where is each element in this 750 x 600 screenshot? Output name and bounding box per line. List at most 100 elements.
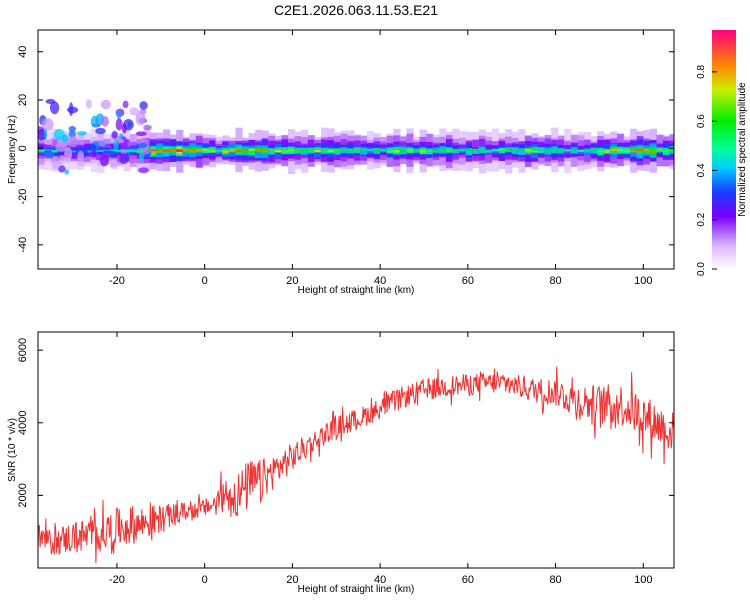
heatmap-cell — [419, 150, 427, 153]
heatmap-cell — [44, 148, 52, 151]
bottom-x-tick-label: 100 — [634, 574, 652, 586]
colorbar-gradient — [712, 30, 736, 269]
heatmap-cells — [38, 99, 674, 175]
top-x-tick-label: 80 — [549, 275, 561, 287]
heatmap-cell — [505, 148, 513, 151]
heatmap-blob — [127, 154, 138, 164]
top-x-tick-label: 60 — [462, 275, 474, 287]
heatmap-cell — [380, 149, 388, 152]
colorbar-tick-label: 0.2 — [696, 212, 707, 226]
top-x-tick-label: 0 — [202, 275, 208, 287]
heatmap-blob — [143, 124, 152, 130]
heatmap-blob — [68, 125, 77, 133]
heatmap-cell — [511, 149, 519, 151]
heatmap-cell — [531, 150, 539, 153]
heatmap-cell — [643, 149, 651, 152]
heatmap-cell — [393, 150, 401, 153]
heatmap-blob — [138, 152, 144, 162]
heatmap-cell — [367, 149, 375, 151]
heatmap-cell — [215, 149, 223, 152]
heatmap-blob — [64, 147, 73, 161]
heatmap-blob — [139, 101, 148, 110]
heatmap-cell — [649, 150, 658, 153]
heatmap-blob — [77, 131, 87, 136]
heatmap-cell — [557, 150, 565, 153]
heatmap-blob — [129, 107, 140, 116]
heatmap-cell — [452, 149, 460, 152]
heatmap-blob — [44, 151, 55, 159]
top-x-tick-label: 40 — [374, 275, 386, 287]
bottom-x-tick-label: -20 — [109, 574, 125, 586]
heatmap-cell — [492, 149, 500, 152]
top-y-tick-label: 0 — [17, 145, 29, 151]
heatmap-cell — [426, 150, 434, 153]
heatmap-blob — [113, 139, 119, 152]
heatmap-cell — [274, 150, 283, 153]
heatmap-cell — [577, 149, 585, 152]
heatmap-cell — [110, 149, 118, 152]
heatmap-cell — [334, 149, 342, 152]
heatmap-cell — [524, 149, 533, 152]
colorbar-tick-label: 0.8 — [696, 64, 707, 78]
heatmap-cell — [551, 150, 559, 153]
heatmap-blob — [122, 100, 129, 109]
heatmap-cell — [242, 148, 250, 155]
bottom-y-tick-label: 2000 — [17, 483, 29, 507]
heatmap-cell — [538, 150, 546, 153]
heatmap-cell — [314, 149, 322, 153]
heatmap-blob — [127, 121, 132, 129]
heatmap-cell — [564, 149, 572, 152]
bottom-plot-frame — [37, 331, 675, 569]
chart-title: C2E1.2026.063.11.53.E21 — [274, 2, 438, 18]
heatmap-cell — [84, 150, 92, 153]
heatmap-cell — [117, 149, 125, 152]
heatmap-cell — [459, 149, 467, 151]
heatmap-cell — [149, 149, 157, 152]
bottom-x-tick-label: 0 — [202, 574, 208, 586]
heatmap-blob — [51, 155, 61, 169]
heatmap-blob — [101, 116, 109, 127]
heatmap-cell — [136, 150, 144, 153]
heatmap-cell — [669, 150, 674, 153]
heatmap-blob — [66, 106, 79, 114]
heatmap-cell — [314, 147, 322, 153]
colorbar-label: Normalized spectral amplitude — [737, 82, 748, 217]
top-y-tick-label: -40 — [17, 237, 29, 253]
heatmap-cell — [623, 150, 631, 152]
heatmap-cell — [656, 149, 664, 152]
top-x-axis-label: Height of straight line (km) — [298, 285, 415, 296]
heatmap-blob — [88, 143, 97, 150]
heatmap-cell — [149, 148, 157, 155]
heatmap-cell — [630, 150, 638, 153]
heatmap-blob — [68, 136, 79, 148]
heatmap-cell — [327, 150, 335, 152]
heatmap-cell — [353, 149, 361, 152]
heatmap-cell — [531, 147, 539, 153]
heatmap-cell — [288, 149, 296, 152]
heatmap-blob — [138, 167, 150, 174]
heatmap-blob — [102, 141, 107, 146]
heatmap-cell — [268, 148, 276, 155]
heatmap-cell — [195, 149, 204, 152]
heatmap-cell — [663, 150, 671, 152]
bottom-y-tick-label: 6000 — [17, 338, 29, 362]
heatmap-cell — [610, 148, 618, 151]
heatmap-cell — [248, 149, 256, 151]
heatmap-blob — [44, 139, 54, 145]
bottom-x-tick-label: 40 — [374, 574, 386, 586]
heatmap-cell — [360, 147, 368, 155]
heatmap-cell — [209, 150, 217, 153]
heatmap-cell — [360, 149, 368, 151]
heatmap-cell — [156, 150, 164, 153]
heatmap-blob — [115, 118, 123, 131]
heatmap-cell — [669, 146, 674, 154]
heatmap-blob — [53, 128, 66, 141]
top-x-tick-label: 20 — [286, 275, 298, 287]
heatmap-cell — [478, 149, 486, 151]
heatmap-blob — [118, 138, 125, 144]
heatmap-cell — [406, 149, 414, 152]
heatmap-cell — [130, 149, 138, 152]
heatmap-cell — [235, 150, 243, 152]
heatmap-cell — [248, 147, 256, 155]
